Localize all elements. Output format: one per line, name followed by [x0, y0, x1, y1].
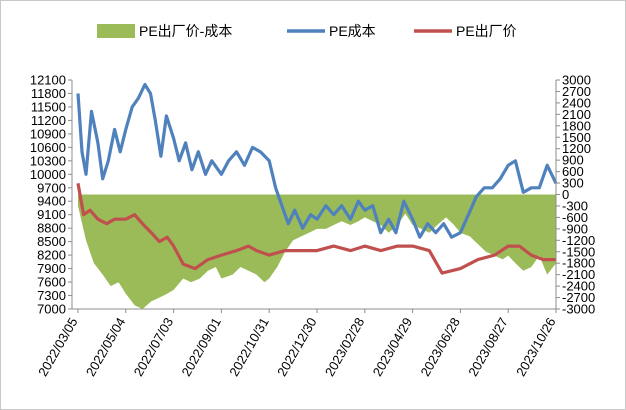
y-right-tick-label: -300 — [562, 198, 588, 213]
x-tick-label: 2022/10/31 — [226, 315, 272, 379]
y-right-tick-label: 300 — [562, 176, 584, 191]
y-right-tick-label: -3000 — [562, 302, 595, 317]
x-tick-label: 2022/07/03 — [131, 315, 177, 379]
legend-label: PE出厂价 — [456, 23, 517, 39]
y-left-tick-label: 9700 — [37, 180, 66, 195]
y-right-tick-label: 1200 — [562, 141, 591, 156]
legend-swatch-area — [97, 24, 135, 38]
y-left-tick-label: 9100 — [37, 207, 66, 222]
x-tick-label: 2023/10/26 — [513, 315, 559, 379]
y-right-tick-label: -2700 — [562, 290, 595, 305]
legend-label: PE成本 — [329, 23, 376, 39]
y-left-tick-label: 11500 — [31, 99, 66, 114]
y-left-tick-label: 10000 — [30, 167, 66, 182]
y-right-tick-label: 2100 — [562, 107, 591, 122]
y-right-tick-label: 900 — [562, 153, 584, 168]
series-line-cost — [76, 82, 558, 239]
x-tick-label: 2022/03/05 — [35, 315, 81, 379]
y-left-tick-label: 12100 — [30, 73, 66, 88]
series-line-price — [76, 183, 556, 275]
y-left-tick-label: 8800 — [37, 221, 66, 236]
y-right-tick-label: -1500 — [562, 244, 595, 259]
x-tick-label: 2023/02/28 — [322, 315, 368, 379]
y-left-tick-label: 11200 — [31, 113, 66, 128]
plot-area — [76, 82, 558, 309]
y-left-tick-label: 7600 — [37, 275, 66, 290]
y-left-tick-label: 7000 — [37, 302, 66, 317]
x-tick-label: 2022/12/30 — [274, 315, 320, 379]
y-right-tick-label: 1500 — [562, 130, 591, 145]
x-tick-label: 2023/04/29 — [370, 315, 416, 379]
y-left-tick-label: 9400 — [37, 194, 66, 209]
y-left-tick-label: 10600 — [30, 140, 66, 155]
y-left-tick-label: 10300 — [30, 153, 66, 168]
y-right-tick-label: -600 — [562, 210, 588, 225]
x-tick-label: 2022/09/01 — [178, 315, 224, 379]
y-right-tick-label: 3000 — [562, 73, 591, 88]
y-left-tick-label: 7300 — [37, 288, 66, 303]
y-right-tick-label: 2400 — [562, 95, 591, 110]
y-right-tick-label: -1800 — [562, 256, 595, 271]
x-tick-label: 2023/08/27 — [465, 315, 511, 379]
chart-legend: PE出厂价-成本 PE成本 PE出厂价 — [97, 23, 517, 39]
y-left-tick-label: 11800 — [31, 86, 66, 101]
series-area-spread — [78, 194, 556, 309]
y-right-tick-label: -900 — [562, 221, 588, 236]
legend-label: PE出厂价-成本 — [139, 23, 232, 39]
x-tick-label: 2022/05/04 — [83, 315, 129, 379]
y-right-tick-label: -2400 — [562, 279, 595, 294]
y-left-tick-label: 7900 — [37, 261, 66, 276]
y-left-tick-label: 10900 — [30, 126, 66, 141]
y-right-tick-label: -1200 — [562, 233, 595, 248]
y-right-tick-label: 1800 — [562, 118, 591, 133]
y-right-tick-label: 2700 — [562, 84, 591, 99]
y-left-tick-label: 8200 — [37, 248, 66, 263]
y-right-tick-label: 0 — [562, 187, 569, 202]
y-left-tick-label: 8500 — [37, 234, 66, 249]
y-right-tick-label: 600 — [562, 164, 584, 179]
y-right-tick-label: -2100 — [562, 267, 595, 282]
x-tick-label: 2023/06/28 — [417, 315, 463, 379]
